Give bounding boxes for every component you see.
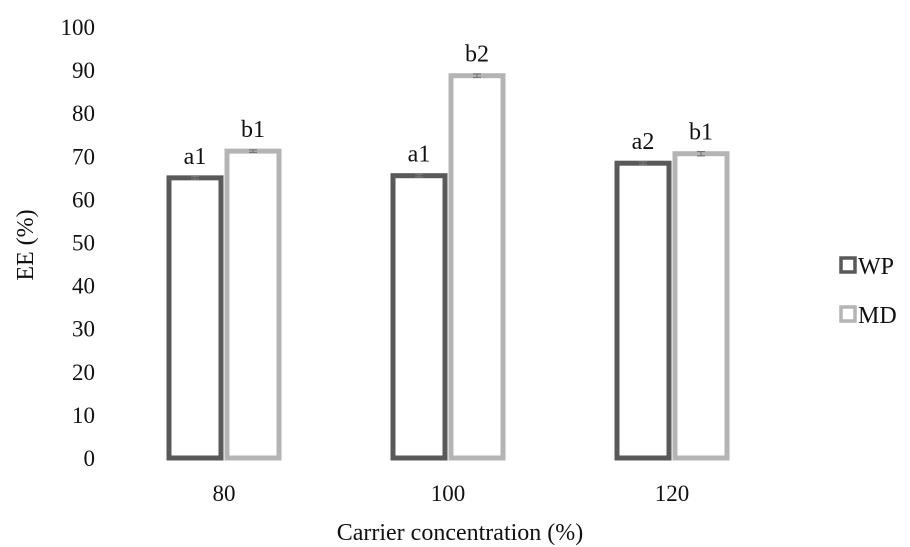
y-tick-label: 60	[72, 187, 95, 212]
y-tick-label: 90	[72, 58, 95, 83]
bar-data-label: a1	[184, 144, 207, 170]
bar-data-label: a2	[632, 129, 655, 155]
bar-wp-100	[390, 173, 448, 461]
bar-md-80	[224, 148, 282, 461]
bar-data-label: b1	[689, 120, 713, 146]
y-tick-label: 80	[72, 101, 95, 126]
bar-data-label: b1	[241, 117, 265, 143]
bar-md-100	[448, 73, 506, 461]
y-tick-label: 100	[61, 15, 96, 40]
y-tick-label: 50	[72, 231, 95, 256]
y-tick-label: 40	[72, 274, 95, 299]
y-tick-label: 0	[84, 446, 96, 471]
legend: WP MD	[839, 254, 897, 329]
y-tick-label: 20	[72, 360, 95, 385]
y-tick-label: 10	[72, 403, 95, 428]
bar-wp-80	[166, 175, 224, 461]
bar-md-120	[672, 151, 730, 461]
y-axis-ticks: 0 10 20 30 40 50 60 70 80 90 100	[61, 15, 96, 471]
y-tick-label: 70	[72, 144, 95, 169]
x-tick-label: 80	[213, 481, 236, 506]
legend-swatch-md	[839, 305, 857, 323]
legend-swatch-wp	[839, 256, 857, 274]
y-tick-label: 30	[72, 317, 95, 342]
x-axis-title: Carrier concentration (%)	[337, 520, 584, 546]
x-tick-label: 100	[431, 481, 466, 506]
y-axis-title: EE (%)	[13, 209, 39, 280]
legend-label-wp: WP	[858, 254, 894, 280]
x-axis-ticks: 80 100 120	[213, 481, 690, 506]
plot-area: a1 a1 a2 b1 b2 b1	[166, 42, 730, 461]
bar-wp-120	[614, 160, 672, 461]
bar-data-label: a1	[408, 142, 431, 168]
legend-label-md: MD	[858, 303, 897, 329]
bar-data-label: b2	[465, 42, 489, 68]
x-tick-label: 120	[655, 481, 690, 506]
